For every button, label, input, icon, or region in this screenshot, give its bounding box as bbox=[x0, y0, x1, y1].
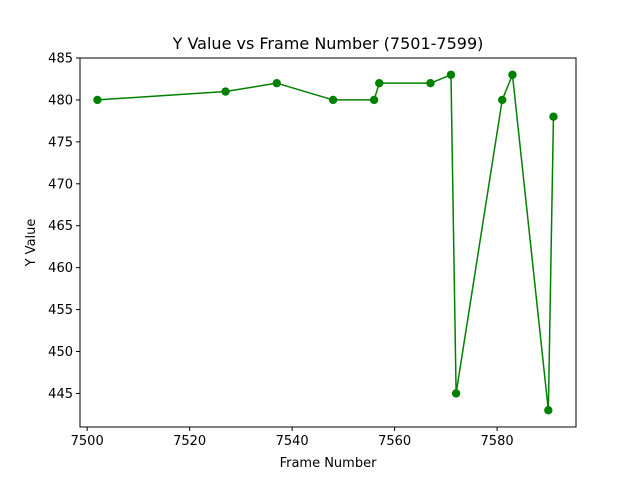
y-tick-label: 470 bbox=[48, 177, 73, 192]
data-point bbox=[426, 78, 435, 88]
y-tick-label: 480 bbox=[48, 93, 73, 108]
x-tick-label: 7520 bbox=[173, 434, 206, 449]
y-ticks: 445 450 455 460 465 470 475 480 485 bbox=[48, 52, 80, 402]
data-point bbox=[272, 78, 281, 88]
y-tick-label: 465 bbox=[48, 219, 73, 234]
x-axis-label: Frame Number bbox=[280, 456, 378, 471]
data-point bbox=[498, 95, 507, 105]
data-point bbox=[93, 95, 102, 105]
chart-title: Y Value vs Frame Number (7501-7599) bbox=[172, 34, 484, 53]
y-tick-label: 485 bbox=[48, 52, 73, 67]
y-tick-label: 455 bbox=[48, 303, 73, 318]
data-point bbox=[221, 87, 230, 96]
data-point bbox=[328, 95, 338, 105]
y-tick-label: 450 bbox=[48, 345, 73, 360]
y-tick-label: 445 bbox=[48, 387, 73, 402]
x-tick-label: 7540 bbox=[276, 434, 309, 449]
x-tick-label: 7500 bbox=[71, 434, 104, 449]
data-point bbox=[508, 70, 517, 79]
data-point bbox=[375, 78, 384, 88]
x-tick-label: 7580 bbox=[481, 434, 514, 449]
data-point bbox=[451, 389, 461, 398]
plot-frame bbox=[79, 57, 577, 428]
y-axis-label: Y Value bbox=[24, 219, 39, 268]
y-tick-label: 475 bbox=[48, 135, 73, 150]
data-point bbox=[446, 70, 456, 79]
data-point bbox=[549, 112, 558, 121]
data-point bbox=[544, 406, 553, 415]
plot-series bbox=[93, 70, 558, 415]
x-tick-label: 7560 bbox=[378, 434, 411, 449]
y-tick-label: 460 bbox=[48, 261, 73, 276]
x-ticks: 7500 7520 7540 7560 7580 bbox=[71, 427, 514, 449]
data-point bbox=[369, 95, 379, 105]
